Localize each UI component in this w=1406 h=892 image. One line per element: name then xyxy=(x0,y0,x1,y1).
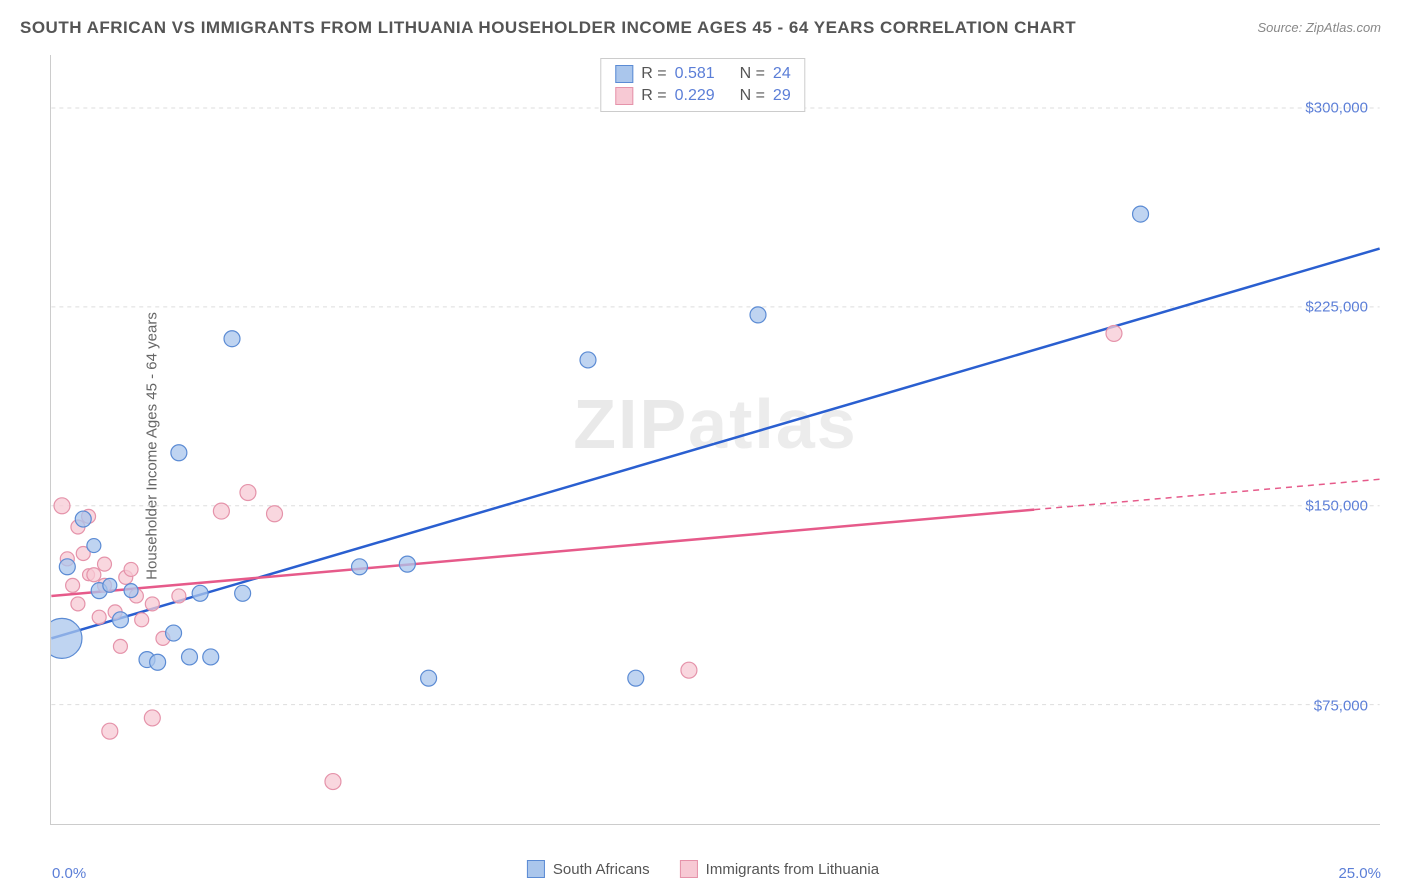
legend-label-blue: South Africans xyxy=(553,861,650,878)
r-value-pink: 0.229 xyxy=(675,87,715,105)
legend-label-pink: Immigrants from Lithuania xyxy=(706,861,879,878)
plot-area: ZIPatlas $75,000$150,000$225,000$300,000 xyxy=(50,55,1380,825)
legend-item-blue: South Africans xyxy=(527,860,650,878)
legend-swatch-blue xyxy=(527,860,545,878)
r-label: R = xyxy=(641,87,666,105)
n-value-pink: 29 xyxy=(773,87,791,105)
chart-container: SOUTH AFRICAN VS IMMIGRANTS FROM LITHUAN… xyxy=(0,0,1406,892)
stats-row-blue: R = 0.581 N = 24 xyxy=(615,63,790,85)
r-label: R = xyxy=(641,65,666,83)
bottom-legend: South Africans Immigrants from Lithuania xyxy=(527,860,879,878)
legend-item-pink: Immigrants from Lithuania xyxy=(680,860,879,878)
swatch-blue xyxy=(615,65,633,83)
chart-title: SOUTH AFRICAN VS IMMIGRANTS FROM LITHUAN… xyxy=(20,18,1076,38)
legend-swatch-pink xyxy=(680,860,698,878)
n-value-blue: 24 xyxy=(773,65,791,83)
x-tick-max: 25.0% xyxy=(1338,865,1381,882)
n-label: N = xyxy=(740,87,765,105)
chart-svg xyxy=(51,55,1380,824)
r-value-blue: 0.581 xyxy=(675,65,715,83)
n-label: N = xyxy=(740,65,765,83)
swatch-pink xyxy=(615,87,633,105)
stats-row-pink: R = 0.229 N = 29 xyxy=(615,85,790,107)
stats-box: R = 0.581 N = 24 R = 0.229 N = 29 xyxy=(600,58,805,112)
x-tick-min: 0.0% xyxy=(52,865,86,882)
source-label: Source: ZipAtlas.com xyxy=(1257,20,1381,35)
